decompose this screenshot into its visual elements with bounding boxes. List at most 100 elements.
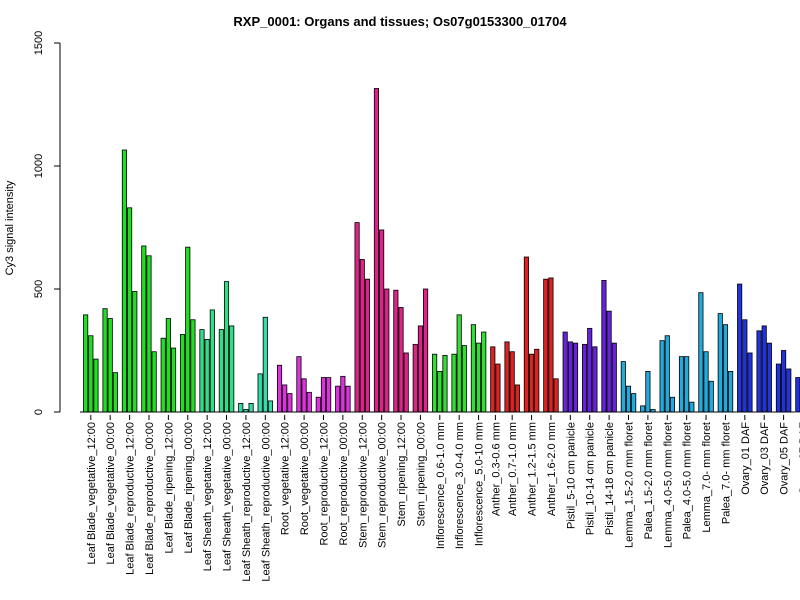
y-axis-label: Cy3 signal intensity [4, 180, 16, 275]
x-tick-label: Lemma_4.0-5.0 mm floret [662, 422, 674, 548]
bar [165, 318, 171, 413]
bar [442, 355, 448, 413]
bar [722, 324, 728, 413]
bar [625, 385, 632, 413]
bar [432, 353, 438, 413]
bar [218, 329, 224, 413]
y-tick-label: 500 [33, 280, 45, 298]
bar [223, 281, 230, 413]
x-tick-label: Inflorescence_3.0-4.0 mm [454, 422, 466, 549]
x-tick-label: Leaf Sheath_vegetative_12:00 [202, 422, 214, 571]
bar [359, 259, 365, 413]
bar [107, 318, 113, 413]
bar [631, 393, 637, 413]
x-tick-label: Root_reproductive_12:00 [318, 422, 330, 546]
x-tick-label: Stem_ripening_00:00 [415, 422, 427, 527]
bar [354, 222, 360, 413]
bar [398, 307, 404, 413]
x-tick-label: Inflorescence_0.6-1.0 mm [435, 422, 447, 549]
bars [80, 88, 800, 413]
bar [132, 291, 138, 413]
x-tick-label: Root_reproductive_00:00 [338, 422, 350, 546]
bar [417, 325, 423, 413]
x-tick-label: Pistil_14-18 cm panicle [604, 422, 616, 535]
bar [775, 363, 781, 413]
bar [509, 351, 515, 413]
bar [412, 343, 418, 413]
bar [795, 377, 800, 413]
bar [151, 351, 157, 413]
bar [490, 346, 496, 413]
bar [296, 356, 302, 413]
x-tick-label: Anther_1.2-1.5 mm [527, 422, 539, 516]
bar [257, 373, 263, 413]
bar [282, 384, 288, 413]
bar [592, 346, 598, 413]
bar [582, 343, 588, 413]
y-tick-label: 1500 [33, 31, 45, 55]
x-tick-label: Ovary_07 DAF [798, 422, 800, 495]
bar [606, 310, 612, 413]
x-tick-label: Ovary_01 DAF [740, 422, 752, 495]
bar [678, 356, 685, 413]
bar [495, 363, 501, 413]
x-tick-label: Lemma_1.5-2.0 mm floret [624, 422, 636, 548]
bar [562, 331, 568, 413]
bar [587, 327, 593, 413]
bar [267, 400, 274, 413]
bar [384, 288, 390, 413]
bar [684, 356, 690, 413]
bar [761, 325, 767, 413]
bar [664, 335, 670, 413]
bar [262, 316, 268, 413]
bar [669, 396, 675, 413]
bar [403, 352, 409, 413]
bar [423, 288, 429, 413]
bar [146, 255, 152, 413]
bar [373, 88, 380, 413]
bar [756, 330, 762, 413]
x-tick-label: Stem_reproductive_12:00 [357, 422, 369, 548]
bar [747, 352, 753, 413]
bar [708, 380, 714, 413]
bar [379, 229, 385, 413]
bar [345, 385, 351, 413]
x-tick-label: Leaf Sheath_vegetative_00:00 [222, 422, 234, 571]
x-tick-label: Leaf Blade_ripening_00:00 [183, 422, 195, 554]
bar [548, 277, 554, 413]
bar [248, 402, 254, 413]
bar [689, 401, 695, 413]
chart-title: RXP_0001: Organs and tissues; Os07g01533… [233, 14, 567, 29]
bar [451, 353, 457, 413]
bar [112, 372, 118, 413]
bar [529, 353, 535, 413]
bar [456, 314, 462, 413]
bar [461, 345, 467, 413]
bar [276, 364, 283, 413]
bar [514, 384, 520, 413]
x-tick-label: Palea_7.0- mm floret [720, 422, 732, 524]
bar [320, 377, 327, 413]
x-tick-label: Pistil_10-14 cm panicle [585, 422, 597, 535]
bar [645, 371, 651, 413]
x-tick-label: Leaf Blade_ripening_12:00 [163, 422, 175, 554]
y-tick-label: 0 [33, 409, 45, 415]
bar [121, 149, 127, 413]
x-tick-label: Anther_0.7-1.0 mm [507, 422, 519, 516]
x-tick-label: Anther_1.6-2.0 mm [546, 422, 558, 516]
bar [476, 342, 482, 413]
bar [229, 325, 235, 413]
bar [199, 329, 205, 413]
bar [737, 283, 743, 413]
bar [364, 278, 370, 413]
bar [180, 334, 186, 413]
bar [717, 313, 723, 413]
bar [326, 377, 332, 413]
bar [572, 342, 579, 413]
x-axis-labels: Leaf Blade_vegetative_12:00 Leaf Blade_ve… [86, 415, 800, 582]
x-tick-label: Palea_4.0-5.0 mm floret [682, 422, 694, 539]
x-tick-label: Anther_0.3-0.6 mm [490, 422, 502, 516]
bar [504, 341, 510, 413]
bar [766, 342, 772, 413]
